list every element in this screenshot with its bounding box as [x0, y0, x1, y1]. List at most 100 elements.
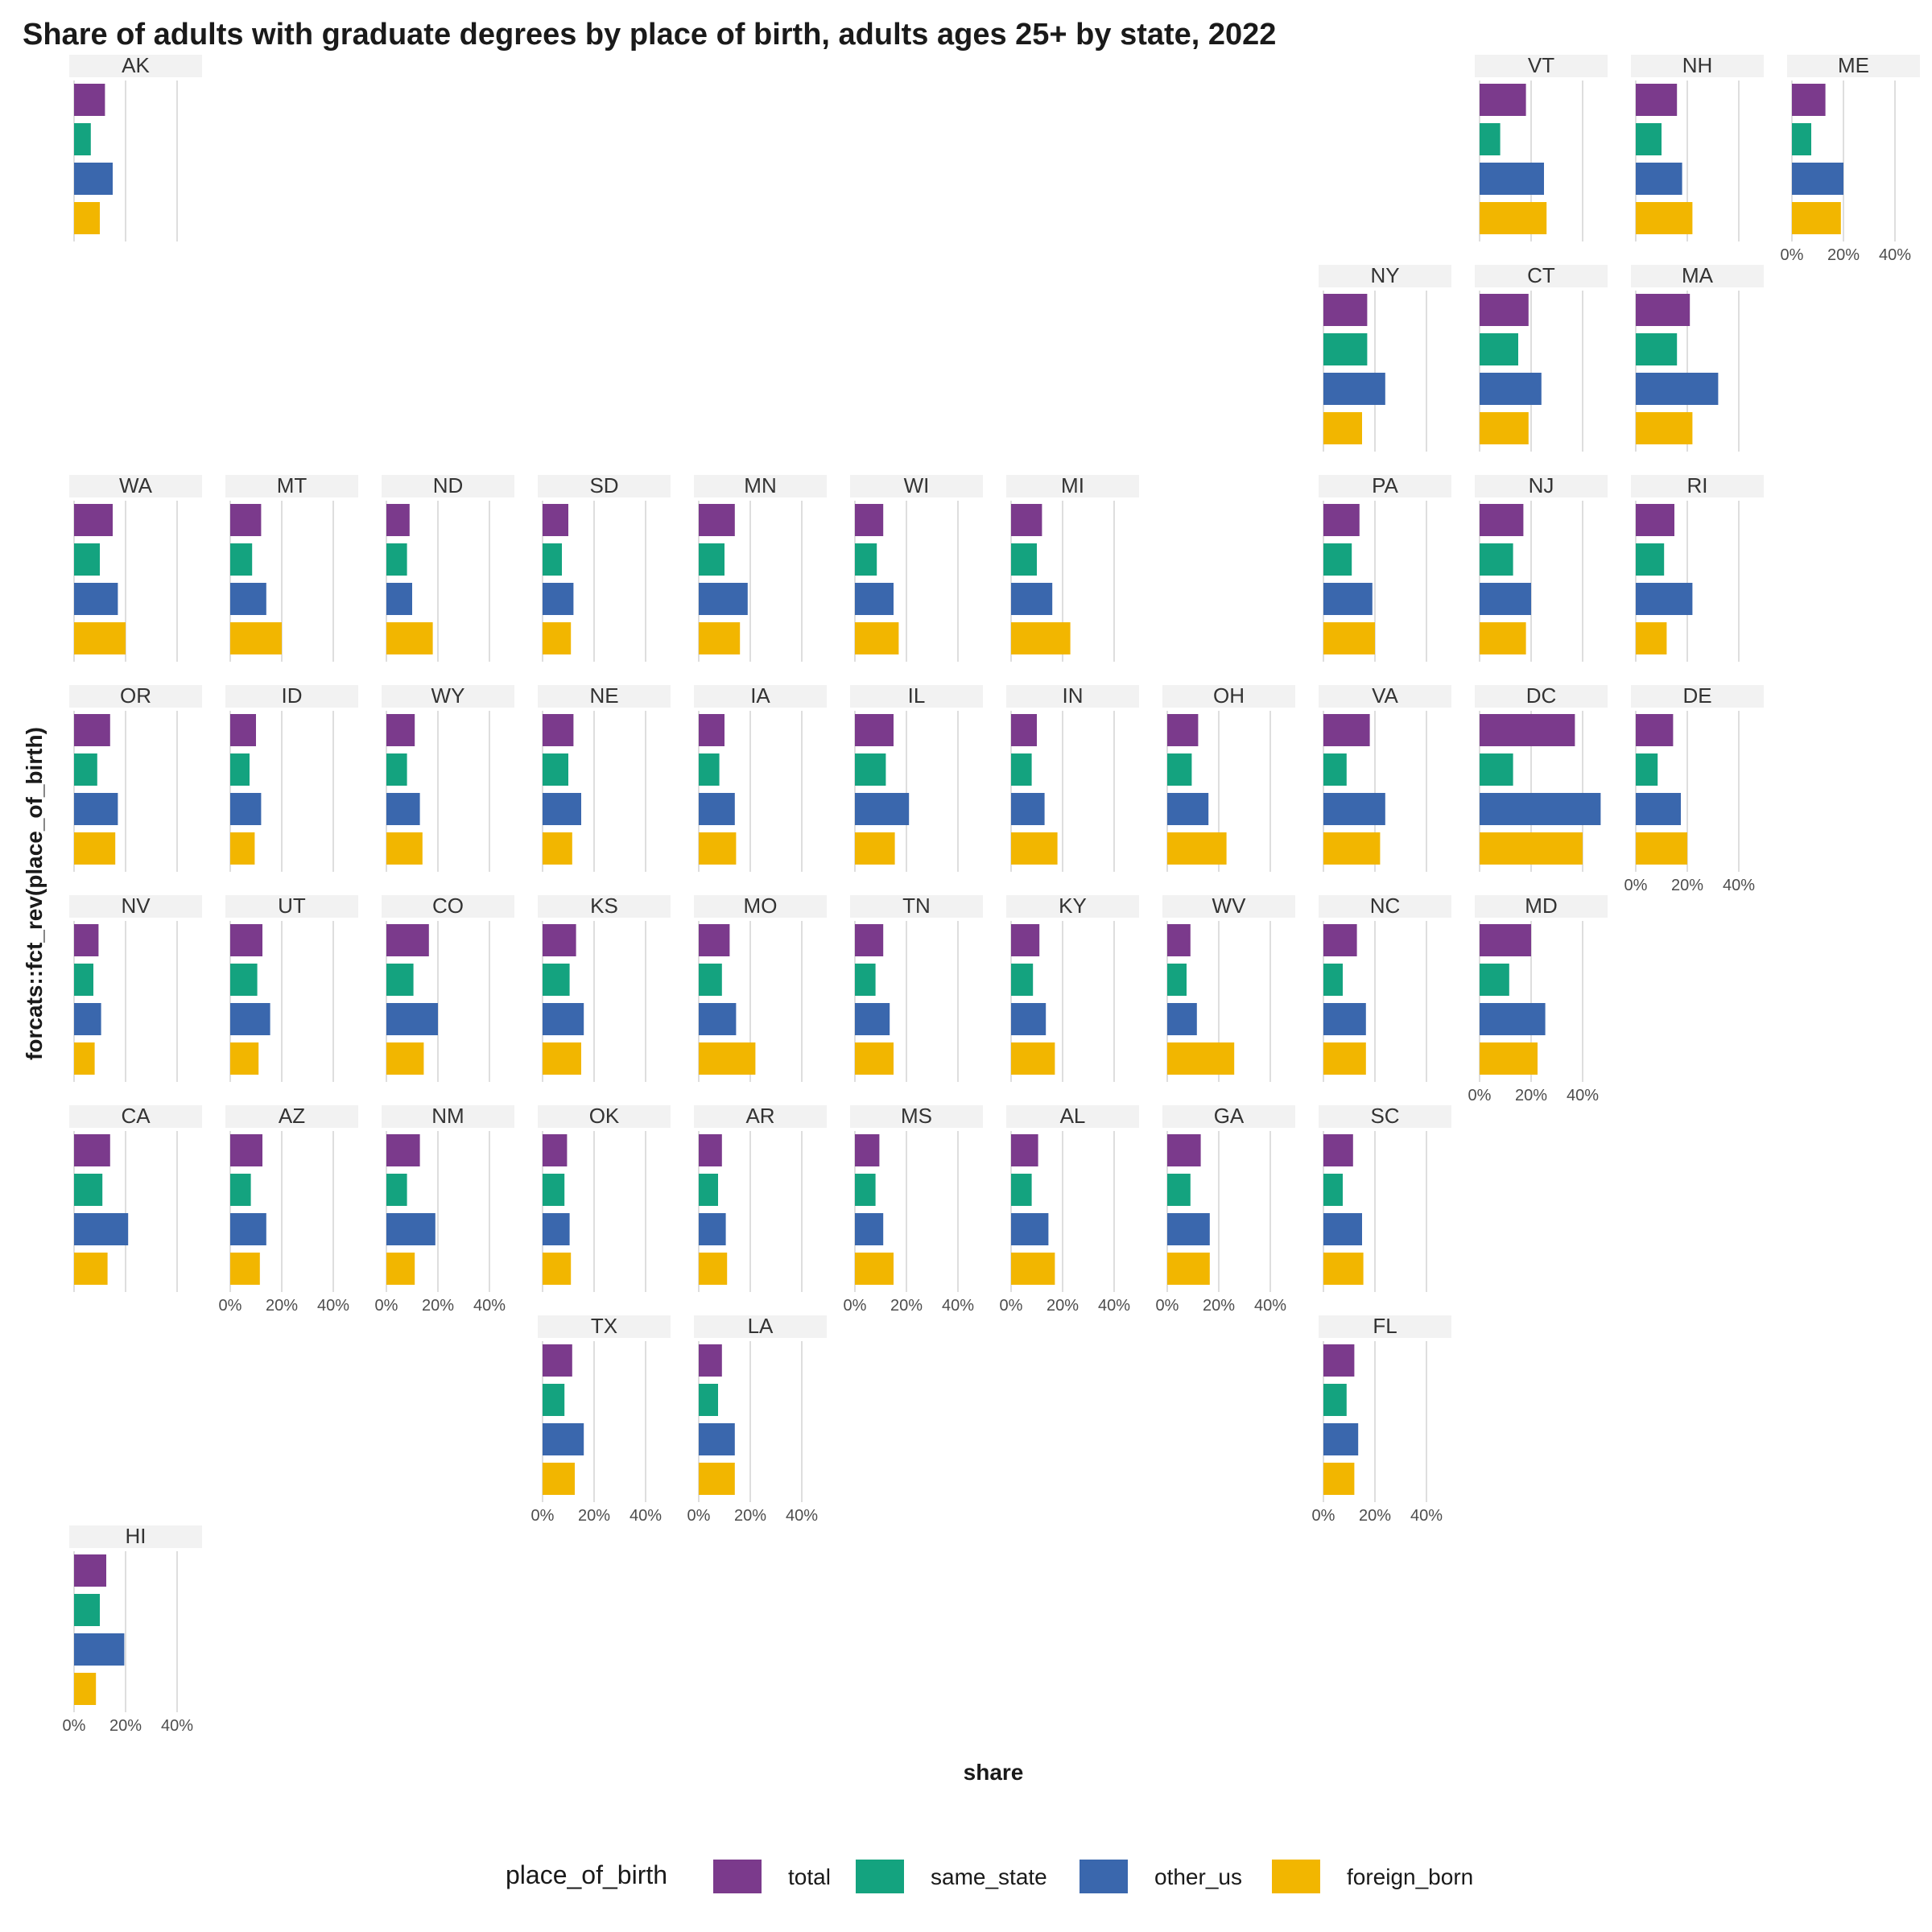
panel-ny: NY — [1319, 263, 1451, 452]
bar-total — [1323, 294, 1368, 326]
bar-other-us — [1480, 1003, 1546, 1035]
bar-foreign-born — [386, 1253, 415, 1285]
bar-other-us — [386, 583, 412, 615]
bar-same-state — [1636, 543, 1665, 576]
bar-foreign-born — [74, 1673, 97, 1705]
facet-strip — [1006, 685, 1139, 708]
facet-strip — [1162, 685, 1295, 708]
bar-same-state — [1011, 964, 1034, 996]
bar-foreign-born — [543, 622, 572, 654]
facet-label: KY — [1059, 894, 1087, 918]
facet-strip — [69, 895, 202, 918]
facet-strip — [1006, 895, 1139, 918]
bar-foreign-born — [230, 1042, 259, 1075]
bar-total — [543, 924, 576, 956]
bar-total — [74, 1134, 110, 1166]
x-tick-label: 0% — [1156, 1297, 1179, 1315]
bar-total — [1323, 714, 1370, 746]
facet-strip — [1319, 475, 1451, 497]
facet-label: MO — [744, 894, 778, 918]
bar-same-state — [855, 543, 877, 576]
panel-fl: FL 0% 20% 40% — [1312, 1314, 1451, 1525]
panel-pa: PA — [1319, 473, 1451, 662]
facet-strip — [225, 475, 358, 497]
x-tick-label: 40% — [161, 1717, 193, 1735]
bar-same-state — [1480, 753, 1513, 786]
bar-foreign-born — [699, 1463, 735, 1495]
facet-strip — [850, 475, 983, 497]
bar-total — [1636, 84, 1678, 116]
x-tick-label: 40% — [317, 1297, 349, 1315]
facet-label: HI — [126, 1524, 147, 1548]
legend-label: foreign_born — [1347, 1864, 1473, 1889]
bar-foreign-born — [855, 1042, 894, 1075]
bar-total — [543, 504, 568, 536]
panel-me: ME 0% 20% 40% — [1781, 53, 1920, 264]
facet-strip — [1319, 265, 1451, 287]
facet-label: NM — [431, 1104, 464, 1128]
bar-same-state — [1323, 543, 1352, 576]
facet-label: WA — [119, 473, 153, 497]
legend: place_of_birth total same_state other_us for… — [506, 1860, 1473, 1893]
bar-foreign-born — [386, 622, 433, 654]
legend-item-total: total — [713, 1860, 831, 1893]
bar-total — [1323, 1134, 1353, 1166]
facet-label: DC — [1526, 683, 1557, 708]
x-tick-label: 0% — [687, 1507, 711, 1525]
bar-foreign-born — [74, 1253, 108, 1285]
x-tick-label: 20% — [734, 1507, 766, 1525]
facet-strip — [382, 895, 514, 918]
legend-key — [1080, 1860, 1128, 1893]
bar-other-us — [230, 1003, 270, 1035]
bar-total — [1011, 924, 1040, 956]
bar-same-state — [543, 1174, 565, 1206]
bar-total — [1636, 504, 1674, 536]
bar-total — [1792, 84, 1826, 116]
bar-total — [543, 1134, 568, 1166]
bar-other-us — [74, 793, 118, 825]
bar-other-us — [1636, 373, 1719, 405]
bar-other-us — [1011, 793, 1045, 825]
facet-label: ME — [1838, 53, 1869, 77]
bar-foreign-born — [1167, 1253, 1210, 1285]
facet-strip — [1475, 475, 1608, 497]
bar-foreign-born — [1480, 202, 1547, 234]
facet-label: NJ — [1529, 473, 1554, 497]
panel-hi: HI 0% 20% 40% — [63, 1524, 202, 1735]
x-tick-label: 0% — [1468, 1087, 1492, 1104]
panel-wy: WY — [382, 683, 514, 872]
facet-label: MI — [1061, 473, 1084, 497]
panel-ak: AK — [69, 53, 202, 242]
facet-strip — [69, 685, 202, 708]
x-tick-label: 40% — [630, 1507, 662, 1525]
bar-other-us — [1323, 1423, 1359, 1455]
facet-strip — [69, 1525, 202, 1548]
bar-total — [699, 504, 735, 536]
x-tick-label: 0% — [1781, 246, 1804, 264]
x-tick-label: 40% — [1254, 1297, 1286, 1315]
bar-other-us — [74, 1633, 125, 1666]
bar-same-state — [1323, 1174, 1343, 1206]
bar-same-state — [699, 753, 720, 786]
bar-same-state — [855, 964, 876, 996]
panel-ma: MA — [1631, 263, 1764, 452]
x-tick-label: 40% — [1567, 1087, 1599, 1104]
legend-label: total — [788, 1864, 831, 1889]
facet-strip — [538, 685, 671, 708]
facet-label: IA — [750, 683, 770, 708]
facet-strip — [694, 1315, 827, 1338]
bar-total — [230, 714, 256, 746]
x-axis-title: share — [964, 1760, 1024, 1785]
bar-same-state — [543, 964, 570, 996]
legend-item-other-us: other_us — [1080, 1860, 1242, 1893]
x-tick-label: 0% — [531, 1507, 555, 1525]
legend-key — [856, 1860, 904, 1893]
legend-label: other_us — [1154, 1864, 1242, 1889]
bar-total — [855, 714, 894, 746]
facet-label: WY — [431, 683, 465, 708]
facet-strip — [1631, 475, 1764, 497]
panel-ky: KY — [1006, 894, 1139, 1082]
facet-label: IN — [1063, 683, 1084, 708]
bar-total — [74, 84, 105, 116]
facet-strip — [69, 55, 202, 77]
